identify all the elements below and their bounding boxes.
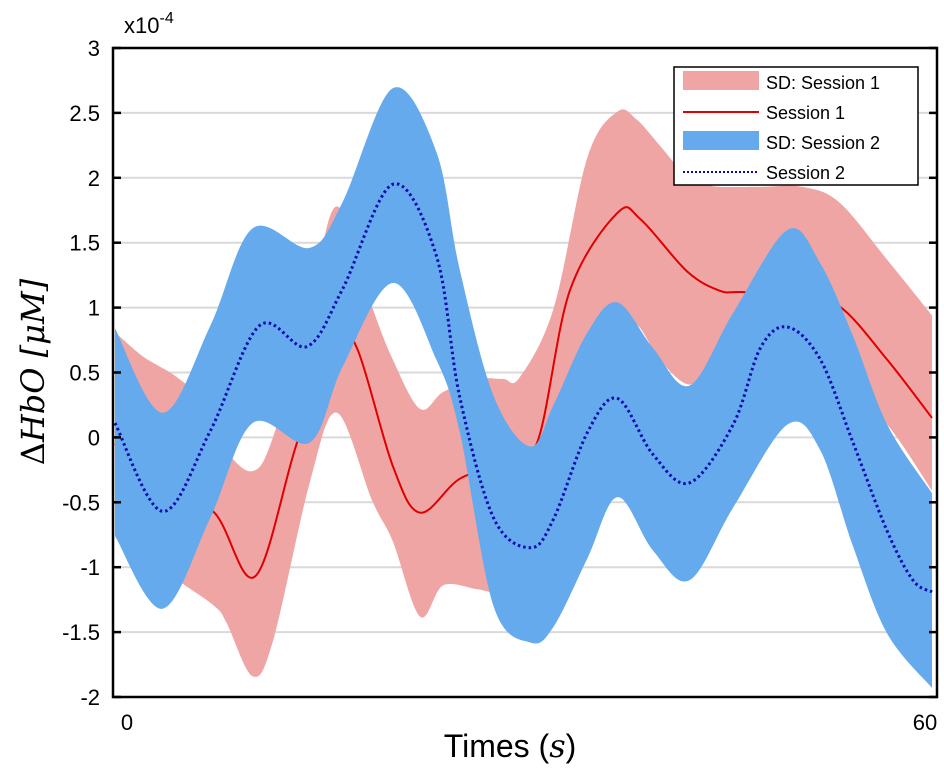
legend-label-session-2: Session 2 xyxy=(766,163,845,183)
y-tick-label: 0.5 xyxy=(69,361,100,386)
y-tick-label: 1.5 xyxy=(69,231,100,256)
sd-band-session-2 xyxy=(115,87,932,688)
y-multiplier: x10-4 xyxy=(124,10,174,38)
chart-marks xyxy=(113,87,933,688)
y-axis-label: ΔHbO [μM] xyxy=(14,278,52,465)
y-tick-label: 3 xyxy=(88,36,100,61)
y-tick-label: -1.5 xyxy=(62,620,100,645)
y-tick-label: -1 xyxy=(80,555,100,580)
x-axis-label: Times (s) xyxy=(444,727,577,765)
x-tick-label: 0 xyxy=(121,710,133,735)
x-axis: 0 60 xyxy=(121,710,937,735)
legend-label-session-1: Session 1 xyxy=(766,103,845,123)
legend-swatch-sd-session-1 xyxy=(683,71,759,90)
y-tick-label: 1 xyxy=(88,296,100,321)
y-axis: 3 2.5 2 1.5 1 0.5 0 -0.5 -1 -1.5 -2 xyxy=(62,36,937,710)
legend-swatch-sd-session-2 xyxy=(683,131,759,150)
x-tick-label: 60 xyxy=(913,710,937,735)
y-tick-label: 0 xyxy=(88,425,100,450)
legend-label-sd-session-1: SD: Session 1 xyxy=(766,73,880,93)
y-tick-label: -0.5 xyxy=(62,490,100,515)
y-tick-label: 2.5 xyxy=(69,101,100,126)
legend: SD: Session 1 Session 1 SD: Session 2 Se… xyxy=(673,66,919,186)
y-tick-label: -2 xyxy=(80,685,100,710)
sd-band-session-1 xyxy=(115,109,932,677)
legend-label-sd-session-2: SD: Session 2 xyxy=(766,133,880,153)
y-tick-label: 2 xyxy=(88,166,100,191)
